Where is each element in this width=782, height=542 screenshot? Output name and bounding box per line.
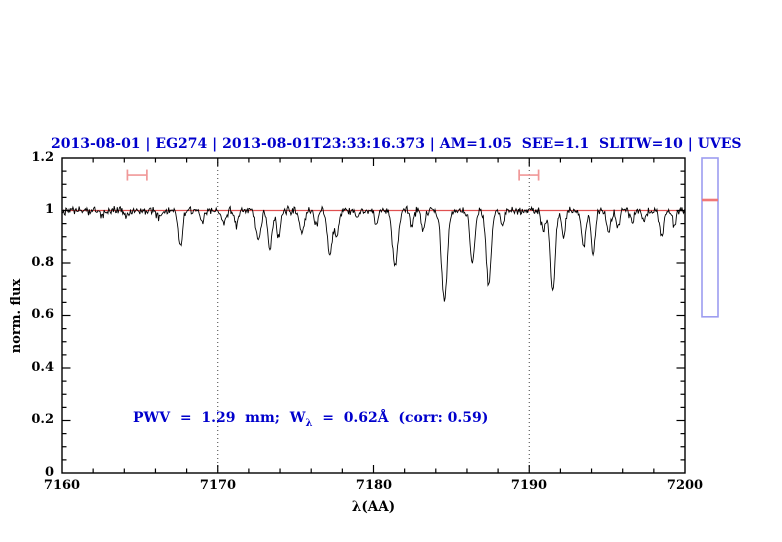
spectrum-line xyxy=(61,204,686,302)
pwv-annotation-subscript: λ xyxy=(305,417,313,429)
x-tick-label: 7180 xyxy=(355,478,393,493)
telluric-band-marker xyxy=(518,169,540,181)
y-tick-label: 1 xyxy=(44,202,54,217)
pwv-annotation: PWV = 1.29 mm; Wλ = 0.62Å (corr: 0.59) xyxy=(133,410,488,429)
side-gauge xyxy=(701,157,719,318)
x-tick-label: 7200 xyxy=(666,478,704,493)
x-tick-label: 7160 xyxy=(43,478,81,493)
y-tick-label: 1.2 xyxy=(31,150,54,165)
telluric-band-marker xyxy=(126,169,148,181)
y-tick-label: 0.6 xyxy=(31,307,54,322)
x-tick-label: 7190 xyxy=(510,478,548,493)
y-tick-label: 0.2 xyxy=(31,412,54,427)
y-tick-label: 0 xyxy=(44,465,54,480)
pwv-annotation-text: = 0.62Å (corr: 0.59) xyxy=(312,410,489,426)
plot-title: 2013-08-01 | EG274 | 2013-08-01T23:33:16… xyxy=(51,136,742,152)
plot-frame xyxy=(61,157,686,474)
x-tick-label: 7170 xyxy=(199,478,237,493)
x-axis-label: λ(AA) xyxy=(351,499,396,515)
y-tick-label: 0.4 xyxy=(31,360,54,375)
axis-ticks xyxy=(62,158,685,473)
pwv-annotation-text: PWV = 1.29 mm; W xyxy=(133,410,306,426)
side-gauge-box xyxy=(701,157,719,318)
y-tick-label: 0.8 xyxy=(31,255,54,270)
y-axis-label: norm. flux xyxy=(9,278,24,354)
